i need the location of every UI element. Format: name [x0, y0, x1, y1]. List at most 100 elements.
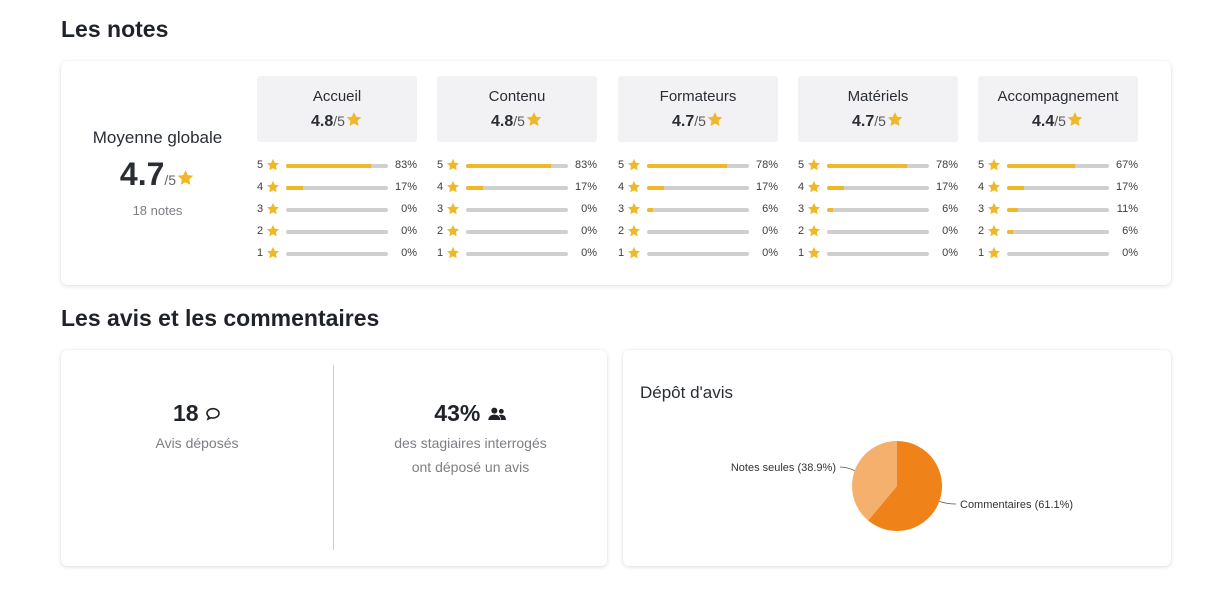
rating-bar-track [827, 252, 929, 256]
rating-distribution: 5 78% 4 17% 3 6% 2 0% 1 0% [798, 158, 958, 269]
category-2: Formateurs 4.7/5 5 78% 4 17% 3 6% 2 0% 1 0% [618, 76, 778, 276]
rating-percent: 6% [942, 203, 958, 215]
rating-row: 1 0% [978, 246, 1138, 269]
rating-row: 2 0% [257, 224, 417, 247]
star-icon [446, 158, 460, 175]
star-icon [627, 202, 641, 219]
pie-label-1: Notes seules (38.9%) [731, 462, 836, 474]
rating-bar-fill [466, 164, 551, 168]
rating-bar-track [466, 230, 568, 234]
notes-section-title: Les notes [61, 16, 169, 42]
star-icon [345, 111, 363, 133]
rating-row: 1 0% [798, 246, 958, 269]
category-denominator: /5 [1054, 113, 1066, 130]
notes-card: Moyenne globale 4.7/5 18 notes Accueil 4.… [61, 61, 1171, 285]
rating-row: 4 17% [798, 180, 958, 203]
star-icon [525, 111, 543, 133]
users-icon [487, 400, 507, 426]
rating-distribution: 5 83% 4 17% 3 0% 2 0% 1 0% [257, 158, 417, 269]
rating-percent: 17% [1115, 181, 1138, 193]
category-denominator: /5 [333, 113, 345, 130]
star-icon [807, 158, 821, 175]
category-header: Formateurs 4.7/5 [618, 76, 778, 142]
rating-percent: 17% [394, 181, 417, 193]
category-header: Accueil 4.8/5 [257, 76, 417, 142]
depot-avis-title: Dépôt d'avis [640, 383, 734, 402]
rating-level: 4 [618, 181, 625, 193]
rating-bar-track [647, 230, 749, 234]
rating-bar-track [827, 186, 929, 190]
rating-row: 3 6% [618, 202, 778, 225]
rating-row: 3 0% [437, 202, 597, 225]
category-4: Accompagnement 4.4/5 5 67% 4 17% 3 11% 2 6% 1 0% [978, 76, 1138, 276]
rating-row: 5 83% [257, 158, 417, 181]
rating-level: 4 [978, 181, 985, 193]
category-score: 4.7 [672, 113, 695, 131]
rating-bar-track [647, 208, 749, 212]
rating-percent: 17% [935, 181, 958, 193]
rating-percent: 78% [935, 159, 958, 171]
rating-percent: 6% [762, 203, 778, 215]
star-icon [266, 180, 280, 197]
star-icon [176, 169, 195, 192]
rating-bar-fill [647, 164, 727, 168]
rating-bar-fill [1007, 208, 1019, 212]
rating-bar-track [286, 164, 388, 168]
rating-bar-fill [286, 164, 371, 168]
rating-bar-track [827, 230, 929, 234]
star-icon [807, 246, 821, 263]
rating-percent: 17% [755, 181, 778, 193]
avis-section-title: Les avis et les commentaires [61, 305, 380, 331]
global-average-denominator: /5 [164, 172, 177, 188]
avis-deposes-value: 18 [173, 400, 199, 426]
rating-bar-track [1007, 252, 1109, 256]
rating-level: 5 [437, 159, 444, 171]
rating-level: 1 [437, 247, 444, 259]
category-denominator: /5 [874, 113, 886, 130]
star-icon [446, 246, 460, 263]
rating-row: 4 17% [257, 180, 417, 203]
rating-bar-track [466, 164, 568, 168]
rating-bar-track [286, 186, 388, 190]
star-icon [266, 224, 280, 241]
taux-depot-line2: ont déposé un avis [411, 459, 530, 475]
rating-level: 2 [618, 225, 625, 237]
rating-level: 4 [437, 181, 444, 193]
rating-percent: 11% [1116, 203, 1138, 215]
rating-row: 1 0% [257, 246, 417, 269]
rating-bar-track [466, 252, 568, 256]
rating-bar-fill [827, 164, 907, 168]
category-name: Accueil [312, 88, 362, 105]
rating-level: 1 [257, 247, 264, 259]
rating-bar-track [286, 252, 388, 256]
rating-level: 5 [978, 159, 985, 171]
category-score-row: 4.7/5 [798, 111, 958, 133]
rating-percent: 0% [401, 203, 417, 215]
category-score-row: 4.8/5 [257, 111, 417, 133]
star-icon [627, 158, 641, 175]
rating-row: 5 78% [618, 158, 778, 181]
rating-row: 5 78% [798, 158, 958, 181]
star-icon [266, 202, 280, 219]
global-average-score: 4.7 [119, 156, 165, 192]
rating-row: 4 17% [618, 180, 778, 203]
rating-bar-fill [1007, 230, 1014, 234]
rating-bar-track [827, 164, 929, 168]
star-icon [627, 246, 641, 263]
comment-icon [205, 400, 221, 426]
category-score: 4.4 [1032, 113, 1055, 131]
star-icon [807, 180, 821, 197]
pie-slice-1 [852, 441, 897, 521]
rating-level: 3 [618, 203, 625, 215]
global-average-count: 18 notes [132, 203, 183, 218]
category-denominator: /5 [694, 113, 706, 130]
star-icon [446, 180, 460, 197]
rating-bar-track [827, 208, 929, 212]
rating-bar-track [466, 208, 568, 212]
taux-depot-value: 43% [434, 400, 481, 426]
rating-level: 5 [618, 159, 625, 171]
category-header: Accompagnement 4.4/5 [978, 76, 1138, 142]
rating-distribution: 5 67% 4 17% 3 11% 2 6% 1 0% [978, 158, 1138, 269]
star-icon [987, 224, 1001, 241]
rating-bar-track [466, 186, 568, 190]
